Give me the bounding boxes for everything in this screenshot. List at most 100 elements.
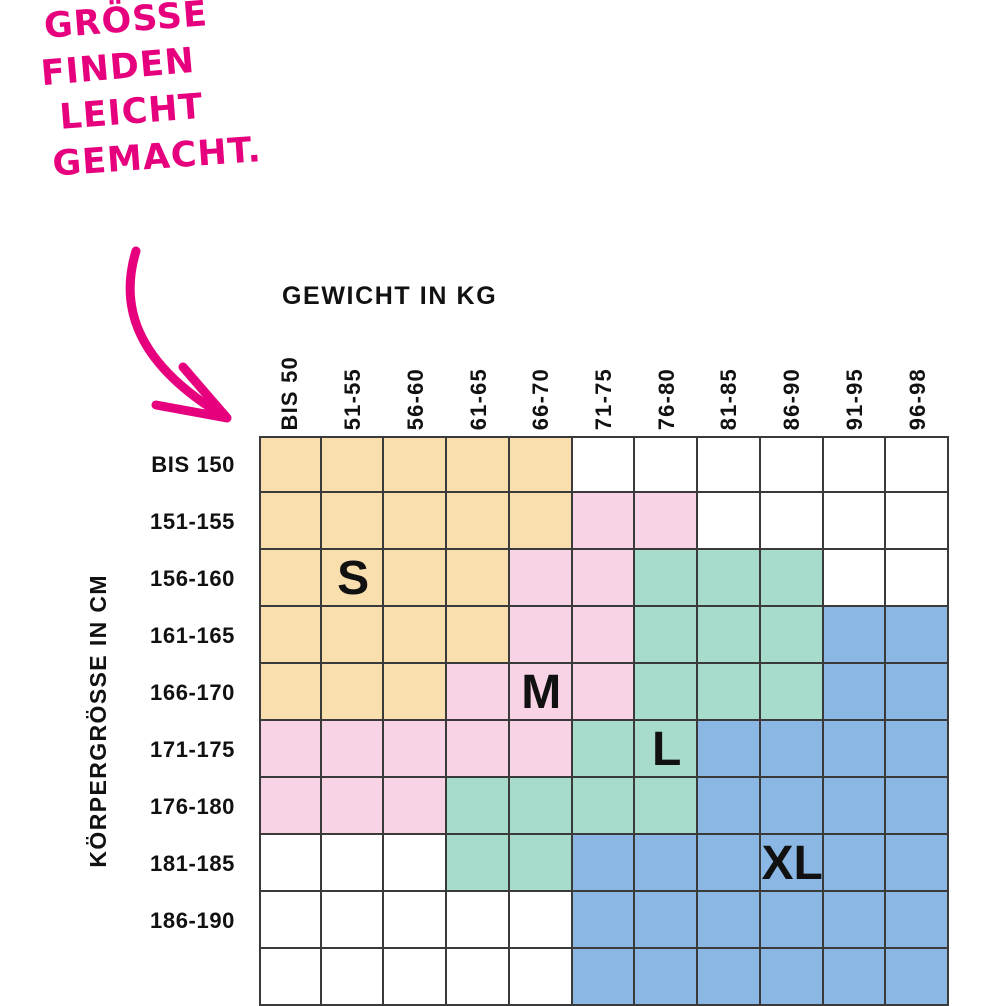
y-axis-title: KÖRPERGRÖSSE IN CM <box>85 436 112 1006</box>
matrix-cell <box>447 892 510 949</box>
matrix-cell <box>698 892 761 949</box>
matrix-cell <box>698 493 761 550</box>
matrix-cell <box>760 664 824 721</box>
matrix-cell <box>321 835 385 892</box>
matrix-cell <box>572 493 636 550</box>
row-header-5: 171-175 <box>150 736 235 762</box>
matrix-cell <box>823 892 887 949</box>
matrix-cell <box>760 949 824 1006</box>
matrix-cell <box>572 721 636 778</box>
column-header-3: 61-65 <box>447 318 510 430</box>
matrix-cell <box>698 436 761 493</box>
matrix-cell <box>886 550 949 607</box>
matrix-cell <box>572 436 636 493</box>
matrix-cell <box>823 436 887 493</box>
matrix-cell <box>760 892 824 949</box>
matrix-cell <box>572 550 636 607</box>
matrix-cell <box>886 835 949 892</box>
matrix-cell <box>509 493 573 550</box>
column-header-7: 81-85 <box>698 318 761 430</box>
matrix-cell <box>698 835 761 892</box>
matrix-cell <box>384 550 448 607</box>
matrix-cell <box>823 664 887 721</box>
matrix-cell <box>698 607 761 664</box>
matrix-cell <box>635 835 699 892</box>
curved-arrow-icon <box>100 215 300 445</box>
matrix-cell <box>259 436 322 493</box>
matrix-cell <box>572 664 636 721</box>
matrix-cell <box>259 949 322 1006</box>
column-header-label: 56-60 <box>402 367 428 430</box>
matrix-cell <box>321 550 385 607</box>
matrix-cell <box>384 835 448 892</box>
row-header-3: 161-165 <box>150 622 235 648</box>
column-header-label: 91-95 <box>841 367 867 430</box>
row-header-4: 166-170 <box>150 679 235 705</box>
matrix-cell <box>321 664 385 721</box>
row-header-7: 181-185 <box>150 850 235 876</box>
matrix-cell <box>572 607 636 664</box>
matrix-cell <box>259 550 322 607</box>
matrix-cell <box>447 778 510 835</box>
column-header-4: 66-70 <box>510 318 573 430</box>
matrix-cell <box>886 949 949 1006</box>
matrix-cell <box>760 493 824 550</box>
matrix-cell <box>823 949 887 1006</box>
matrix-cell <box>321 607 385 664</box>
matrix-cell <box>760 607 824 664</box>
matrix-cell <box>384 607 448 664</box>
column-header-label: 86-90 <box>779 367 805 430</box>
matrix-cell <box>572 949 636 1006</box>
matrix-cell <box>886 607 949 664</box>
matrix-cell <box>572 835 636 892</box>
column-header-2: 56-60 <box>384 318 447 430</box>
column-header-9: 91-95 <box>824 318 887 430</box>
column-header-5: 71-75 <box>573 318 636 430</box>
matrix-cell <box>698 721 761 778</box>
column-header-8: 86-90 <box>761 318 824 430</box>
matrix-cell <box>760 550 824 607</box>
matrix-cell <box>509 721 573 778</box>
matrix-cell <box>259 892 322 949</box>
matrix-cell <box>823 778 887 835</box>
matrix-cell <box>447 493 510 550</box>
matrix-cell <box>384 778 448 835</box>
row-header-0: BIS 150 <box>151 451 235 477</box>
matrix-cell <box>321 949 385 1006</box>
matrix-cell <box>698 778 761 835</box>
matrix-cell <box>447 664 510 721</box>
matrix-cell <box>698 664 761 721</box>
matrix-cell <box>321 778 385 835</box>
column-header-10: 96-98 <box>886 318 949 430</box>
row-header-6: 176-180 <box>150 793 235 819</box>
matrix-cell <box>509 607 573 664</box>
matrix-cell <box>635 892 699 949</box>
matrix-cell <box>321 493 385 550</box>
matrix-cell <box>384 892 448 949</box>
matrix-cell <box>886 436 949 493</box>
column-header-label: 51-55 <box>340 367 366 430</box>
matrix-cell <box>259 607 322 664</box>
matrix-cell <box>509 550 573 607</box>
matrix-cell <box>384 436 448 493</box>
matrix-cell <box>823 550 887 607</box>
column-header-label: 96-98 <box>904 367 930 430</box>
column-header-label: 66-70 <box>528 367 554 430</box>
size-matrix-grid <box>259 436 949 1006</box>
matrix-cell <box>447 550 510 607</box>
row-header-1: 151-155 <box>150 508 235 534</box>
column-header-label: BIS 50 <box>277 355 303 430</box>
matrix-cell <box>384 664 448 721</box>
matrix-cell <box>886 721 949 778</box>
matrix-cell <box>635 778 699 835</box>
matrix-cell <box>886 892 949 949</box>
matrix-cell <box>760 778 824 835</box>
matrix-cell <box>635 949 699 1006</box>
matrix-cell <box>509 664 573 721</box>
headline-handwritten: GRÖSSE FINDEN LEICHT GEMACHT. <box>30 0 278 192</box>
row-header-2: 156-160 <box>150 565 235 591</box>
row-header-9 <box>115 949 247 1006</box>
column-header-1: 51-55 <box>322 318 385 430</box>
column-header-label: 61-65 <box>465 367 491 430</box>
matrix-cell <box>509 778 573 835</box>
